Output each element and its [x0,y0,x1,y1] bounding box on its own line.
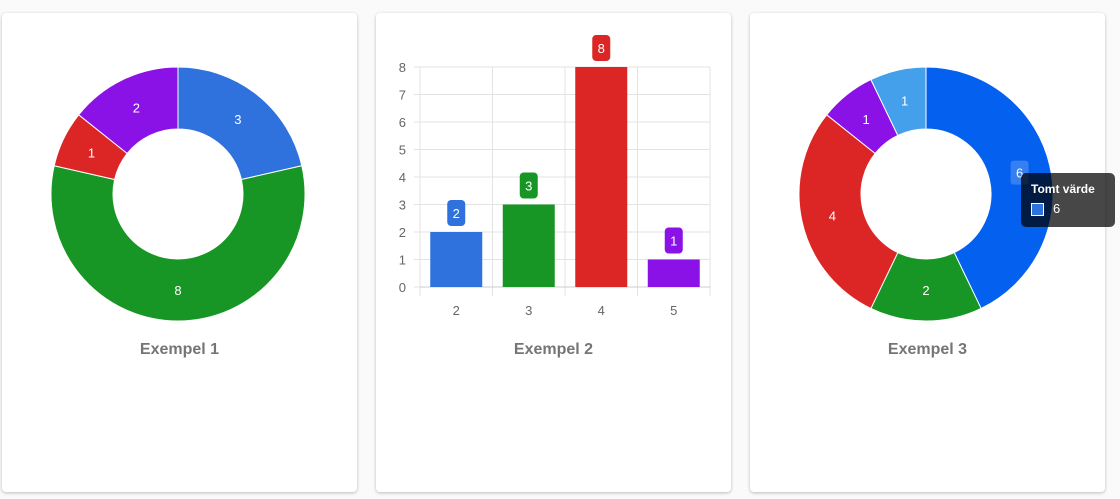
doughnut-slice [925,66,1054,310]
y-tick-label: 2 [399,225,406,240]
tooltip: Tomt värde 6 [1021,173,1115,227]
doughnut-slice [50,165,306,322]
data-label: 1 [901,93,908,108]
doughnut-slice [870,66,927,137]
data-label-bg [447,200,466,226]
bar-chart: 0 1 2 3 4 5 6 7 8 2 2 3 3 8 4 1 5 [399,35,711,318]
y-tick-label: 0 [399,280,406,295]
y-tick-label: 8 [399,60,406,75]
data-label: 8 [598,41,605,56]
data-label: 2 [922,283,929,298]
chart-title: Exempel 2 [513,341,594,358]
tooltip-title: Tomt värde [1031,182,1095,196]
data-label: 8 [174,283,181,298]
data-label: 2 [453,206,460,221]
data-label: 1 [88,145,95,160]
data-label: 1 [670,234,677,249]
y-tick-label: 6 [399,115,406,130]
chart-title: Exempel 3 [887,341,968,358]
bar [575,67,628,287]
card-exempel-1: 3 8 1 2 Exempel 1 [2,13,357,492]
y-tick-label: 5 [399,143,406,158]
x-tick-label: 4 [598,303,605,318]
bar [502,204,555,287]
tooltip-value: 6 [1053,201,1061,216]
tooltip-swatch [1031,203,1044,216]
data-label: 4 [829,208,836,223]
y-tick-label: 3 [399,198,406,213]
chart-title: Exempel 1 [139,341,220,358]
x-tick-label: 5 [670,303,677,318]
y-tick-label: 1 [399,253,406,268]
bar [647,259,700,287]
data-label: 6 [1016,166,1023,181]
data-label-bg [519,172,538,199]
x-tick-label: 2 [453,303,460,318]
doughnut-slice [78,66,179,155]
card-exempel-3: 6 2 4 1 1 Exempel 3 Tomt värde 6 [750,13,1115,492]
y-tick-label: 7 [399,88,406,103]
doughnut-slice [177,66,303,181]
y-tick-label: 4 [399,170,406,185]
data-label: 3 [234,112,241,127]
doughnut-slice [798,114,899,310]
data-label-bg [664,227,683,254]
card-exempel-2: 0 1 2 3 4 5 6 7 8 2 2 3 3 8 4 1 5 Exempel 2 [376,13,731,492]
doughnut-chart-3: 6 2 4 1 1 [798,66,1054,322]
data-label-bg [592,35,611,61]
x-tick-label: 3 [525,303,532,318]
data-label: 2 [133,101,140,116]
bar [430,232,483,287]
data-label: 1 [863,112,870,127]
data-label: 3 [525,179,532,194]
doughnut-chart-1: 3 8 1 2 [50,66,306,322]
